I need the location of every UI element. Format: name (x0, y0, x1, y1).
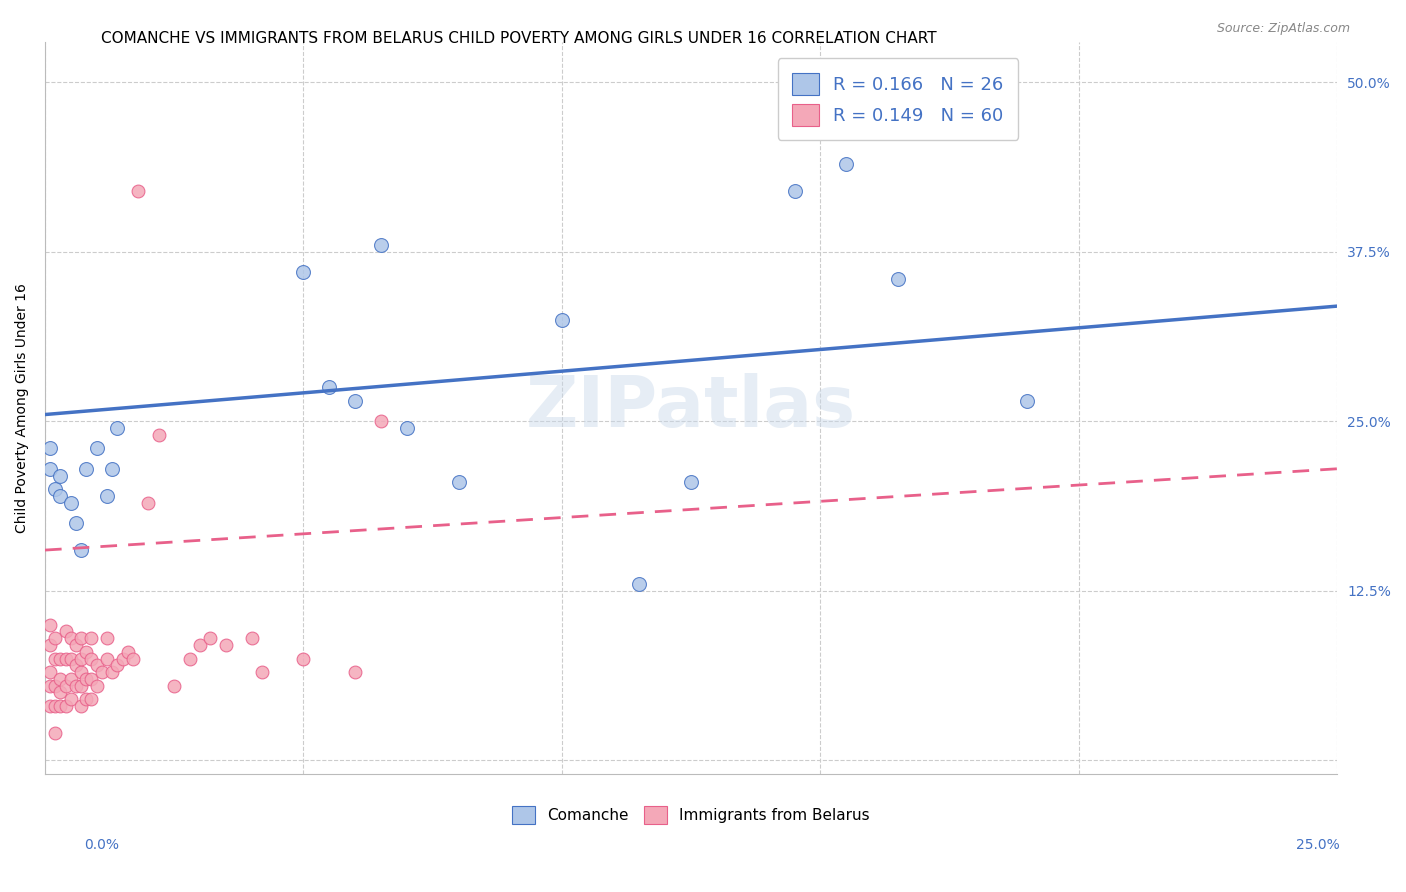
Point (39, 442, 62, 456)
Point (49, 698, 72, 713)
Point (39, 462, 62, 476)
Point (681, 475, 703, 490)
Point (49, 489, 72, 503)
Point (59, 692, 82, 706)
Point (39, 665, 62, 679)
Point (49, 468, 72, 483)
Text: COMANCHE VS IMMIGRANTS FROM BELARUS CHILD POVERTY AMONG GIRLS UNDER 16 CORRELATI: COMANCHE VS IMMIGRANTS FROM BELARUS CHIL… (101, 31, 936, 46)
Point (44, 631, 66, 645)
Point (39, 698, 62, 713)
Point (101, 462, 124, 476)
Point (318, 380, 340, 394)
Point (49, 685, 72, 699)
Text: Source: ZipAtlas.com: Source: ZipAtlas.com (1216, 22, 1350, 36)
Point (835, 157, 858, 171)
Point (96, 651, 118, 665)
Point (55, 698, 77, 713)
Point (127, 184, 149, 198)
Point (188, 638, 211, 652)
Point (44, 698, 66, 713)
Point (65, 516, 87, 530)
Point (240, 631, 263, 645)
Point (80, 651, 103, 665)
Point (370, 414, 392, 428)
Point (121, 651, 143, 665)
Point (80, 672, 103, 686)
Point (292, 265, 315, 279)
Point (39, 617, 62, 632)
Point (96, 631, 118, 645)
Point (70, 665, 93, 679)
Point (59, 672, 82, 686)
Point (39, 638, 62, 652)
Point (75, 692, 97, 706)
Point (59, 651, 82, 665)
Text: ZIPatlas: ZIPatlas (526, 373, 856, 442)
Point (55, 624, 77, 639)
Point (44, 679, 66, 693)
Point (86, 442, 108, 456)
Text: 25.0%: 25.0% (1295, 838, 1340, 852)
Point (49, 651, 72, 665)
Y-axis label: Child Poverty Among Girls Under 16: Child Poverty Among Girls Under 16 (15, 283, 30, 533)
Point (344, 394, 367, 409)
Point (628, 577, 651, 591)
Point (70, 651, 93, 665)
Point (370, 238, 392, 252)
Point (70, 698, 93, 713)
Point (551, 312, 574, 326)
Point (179, 651, 201, 665)
Point (39, 679, 62, 693)
Point (148, 428, 170, 442)
Point (70, 631, 93, 645)
Point (75, 462, 97, 476)
Point (90, 665, 112, 679)
Point (292, 651, 315, 665)
Legend: Comanche, Immigrants from Belarus: Comanche, Immigrants from Belarus (505, 798, 877, 832)
Point (59, 496, 82, 510)
Point (65, 679, 87, 693)
Point (49, 672, 72, 686)
Point (55, 651, 77, 665)
Point (70, 543, 93, 558)
Point (117, 645, 139, 659)
Point (783, 184, 806, 198)
Point (44, 651, 66, 665)
Point (200, 631, 222, 645)
Point (215, 638, 238, 652)
Point (105, 421, 128, 435)
Point (80, 631, 103, 645)
Point (44, 726, 66, 740)
Point (138, 496, 160, 510)
Point (44, 482, 66, 496)
Point (111, 651, 134, 665)
Point (395, 421, 418, 435)
Point (75, 645, 97, 659)
Point (250, 665, 273, 679)
Point (105, 658, 128, 673)
Point (70, 679, 93, 693)
Point (75, 672, 97, 686)
Point (65, 638, 87, 652)
Point (86, 658, 108, 673)
Point (86, 679, 108, 693)
Point (55, 679, 77, 693)
Point (447, 475, 470, 490)
Point (59, 631, 82, 645)
Point (163, 679, 186, 693)
Point (65, 658, 87, 673)
Point (80, 692, 103, 706)
Text: 0.0%: 0.0% (84, 838, 118, 852)
Point (101, 665, 124, 679)
Point (96, 489, 118, 503)
Point (887, 272, 910, 286)
Point (1017, 394, 1039, 409)
Point (344, 665, 367, 679)
